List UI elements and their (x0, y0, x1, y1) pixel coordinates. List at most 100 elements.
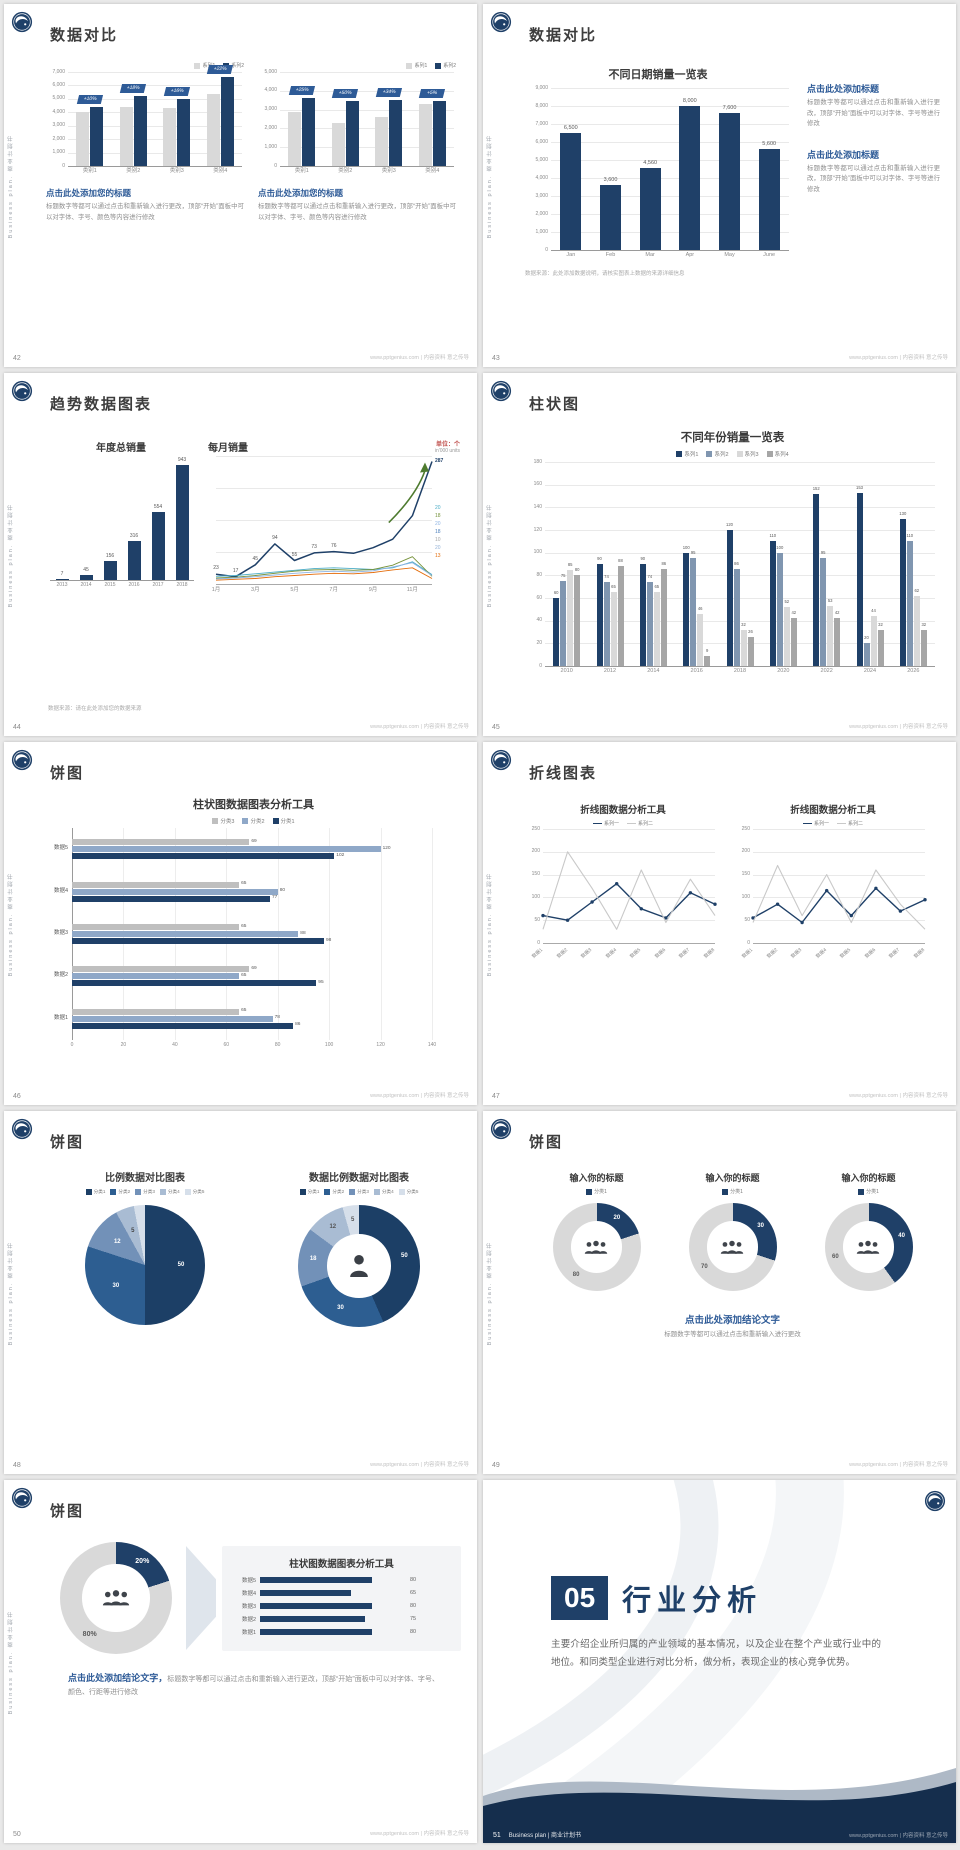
y-category: 数据5 (53, 845, 68, 852)
bar (726, 530, 733, 666)
chart-title: 柱状图数据图表分析工具 (193, 799, 314, 811)
bar (553, 598, 560, 666)
x-axis-label: 2017 (152, 582, 164, 588)
point-label: 23 (213, 565, 219, 572)
legend-item: 分类5 (398, 1189, 418, 1195)
slide-content: 输入你的标题 分类1 20 80 输入你的标题 分类1 30 70 输入你的标题 分… (525, 1163, 940, 1454)
bar-label: 65 (611, 584, 616, 590)
percent-tag: +50% (332, 89, 359, 98)
slide-title: 数据对比 (529, 27, 598, 44)
x-axis-label: 2014 (647, 668, 660, 674)
funnel-shape (186, 1546, 216, 1650)
bar (776, 552, 783, 666)
slice-label: 40 (898, 1232, 905, 1239)
logo-icon (490, 1118, 512, 1140)
sidebar-vertical-text: Business plan. 商业计划书 (487, 133, 493, 238)
footer-site: www.pptgenius.com | 内容资料 意之传导 (849, 1833, 948, 1839)
logo-icon (11, 1487, 33, 1509)
slide-51-section[interactable]: 05 行业分析 主要介绍企业所归属的产业领域的基本情况，以及企业在整个产业或行业… (483, 1480, 956, 1843)
bar (133, 96, 147, 166)
x-axis-label: 5月 (290, 587, 299, 593)
x-axis-label: 3月 (251, 587, 260, 593)
slide-content: 比例数据对比图表 分类1 分类2 分类3 分类4 分类5 50 30 12 5 数据比例数据对… (46, 1163, 461, 1454)
annual-bar-panel: 年度总销量 7 2013 45 2014 156 2015 316 2016 554 2017 94… (46, 439, 196, 596)
bar (260, 1589, 351, 1596)
chart-title: 折线图数据分析工具 (580, 805, 666, 816)
x-axis-label: 2018 (733, 668, 747, 674)
bar-label: 62 (914, 587, 920, 593)
monthly-line-chart: 1月 3月 5月 7月 9月 11月 23 17 45 94 55 73 76 (208, 456, 460, 596)
text-block: 点击此处添加标题 标题数字等都可以通过点击和重新输入进行更改，顶部“开始”面板中可… (807, 148, 940, 196)
bar-chart: 5,000 4,000 3,000 2,000 1,000 0 +25% 类别1 +50% 类别2… (258, 69, 456, 176)
legend-item: 系列1 (676, 450, 698, 458)
slide-49[interactable]: Business plan. 商业计划书 饼图 输入你的标题 分类1 20 80 … (483, 1111, 956, 1474)
legend-item: 系列2 (435, 62, 456, 69)
bar-label: 20 (864, 635, 869, 641)
x-axis-label: 0 (70, 1042, 74, 1048)
page-number: 43 (492, 355, 500, 362)
slide-48[interactable]: Business plan. 商业计划书 饼图 比例数据对比图表 分类1 分类2 分… (4, 1111, 477, 1474)
x-axis-label: 2026 (907, 668, 920, 674)
panel-body: 标题数字等都可以通过点击和重新输入进行更改，顶部“开始”面板中可以对字体、字号、… (258, 203, 456, 221)
chart-legend: 系列1 系列2 (258, 62, 456, 69)
slide-43[interactable]: Business plan. 商业计划书 数据对比 不同日期销量一览表 9,00… (483, 4, 956, 367)
y-category: 数据1 (53, 1014, 68, 1021)
x-axis-label: 1月 (211, 587, 221, 593)
slice-label: 70 (701, 1263, 708, 1270)
bar (288, 111, 302, 166)
legend-item: 分类1 (299, 1189, 319, 1195)
bar (679, 106, 701, 250)
legend-item: 系列4 (766, 450, 789, 458)
legend-item: 分类4 (159, 1189, 180, 1195)
donut-panel: 20% 80% (46, 1542, 186, 1654)
bar-label: 32 (921, 621, 927, 627)
footer-site: www.pptgenius.com | 内容资料 意之传导 (370, 1462, 469, 1468)
bar (813, 493, 820, 666)
point-label: 76 (331, 542, 337, 549)
panel-bar-row: 数据5 80 (234, 1576, 449, 1584)
bar (820, 558, 827, 666)
bar (55, 579, 69, 580)
people-icon (585, 1240, 608, 1254)
legend-item: 分类1 (722, 1188, 743, 1195)
logo-emblem (490, 749, 512, 771)
text-column: 点击此处添加标题 标题数字等都可以通过点击和重新输入进行更改，顶部“开始”面板中可… (807, 66, 940, 277)
slice-label: 20 (613, 1215, 621, 1222)
chart-legend: 分类1 分类2 分类3 分类4 分类5 (260, 1189, 458, 1195)
legend-item: 系列3 (736, 450, 759, 458)
bar-label: 75 (560, 573, 566, 578)
block-body: 标题数字等都可以通过点击和重新输入进行更改，顶部“开始”面板中可以对字体、字号等… (807, 99, 940, 128)
bar (72, 924, 240, 930)
percent-tag: +16% (163, 86, 190, 96)
x-axis-label: 2020 (777, 668, 790, 674)
sidebar-vertical-text: Business plan. 商业计划书 (8, 502, 14, 607)
slide-42[interactable]: Business plan. 商业计划书 数据对比 系列1 系列2 7,0006,… (4, 4, 477, 367)
bar (596, 564, 603, 666)
bar-value: 80 (410, 1576, 417, 1583)
slice-label: 30 (757, 1223, 764, 1230)
x-axis-label: 类别3 (169, 168, 184, 174)
slide-45[interactable]: Business plan. 商业计划书 柱状图 不同年份销量一览表 系列1 系列… (483, 373, 956, 736)
legend-item: 分类4 (373, 1189, 394, 1195)
line-panel: 折线图数据分析工具 系列一 系列二 250 200 150 100 50 0 数据1 数据2 数据… (735, 802, 931, 963)
bar-label: 45 (83, 566, 89, 573)
bar-label: 110 (769, 533, 777, 539)
slide-content: 年度总销量 7 2013 45 2014 156 2015 316 2016 554 2017 94… (46, 425, 461, 716)
slice-label: 80 (572, 1271, 580, 1278)
bar (418, 104, 432, 166)
slide-44[interactable]: Business plan. 商业计划书 趋势数据图表 年度总销量 7 2013 4… (4, 373, 477, 736)
bar-label: 7,600 (722, 105, 737, 112)
bar-label: 8,000 (682, 98, 697, 104)
bar-category: 数据2 (241, 1616, 256, 1623)
x-axis-label: Jan (566, 252, 576, 258)
donut-chart: 40 60 (824, 1203, 913, 1291)
bar-label: 86 (734, 560, 739, 566)
chart-title: 输入你的标题 (841, 1173, 896, 1183)
footer-site: www.pptgenius.com | 内容资料 意之传导 (849, 355, 948, 361)
bar-label: 80 (574, 567, 580, 573)
slide-46[interactable]: Business plan. 商业计划书 饼图 柱状图数据图表分析工具 分类3 分… (4, 742, 477, 1105)
slide-50[interactable]: Business plan. 商业计划书 饼图 20% 80% 柱状图数据图表分析… (4, 1480, 477, 1843)
legend-item: 分类3 (135, 1189, 155, 1195)
bar (90, 106, 104, 166)
slide-47[interactable]: Business plan. 商业计划书 折线图表 折线图数据分析工具 系列一系… (483, 742, 956, 1105)
